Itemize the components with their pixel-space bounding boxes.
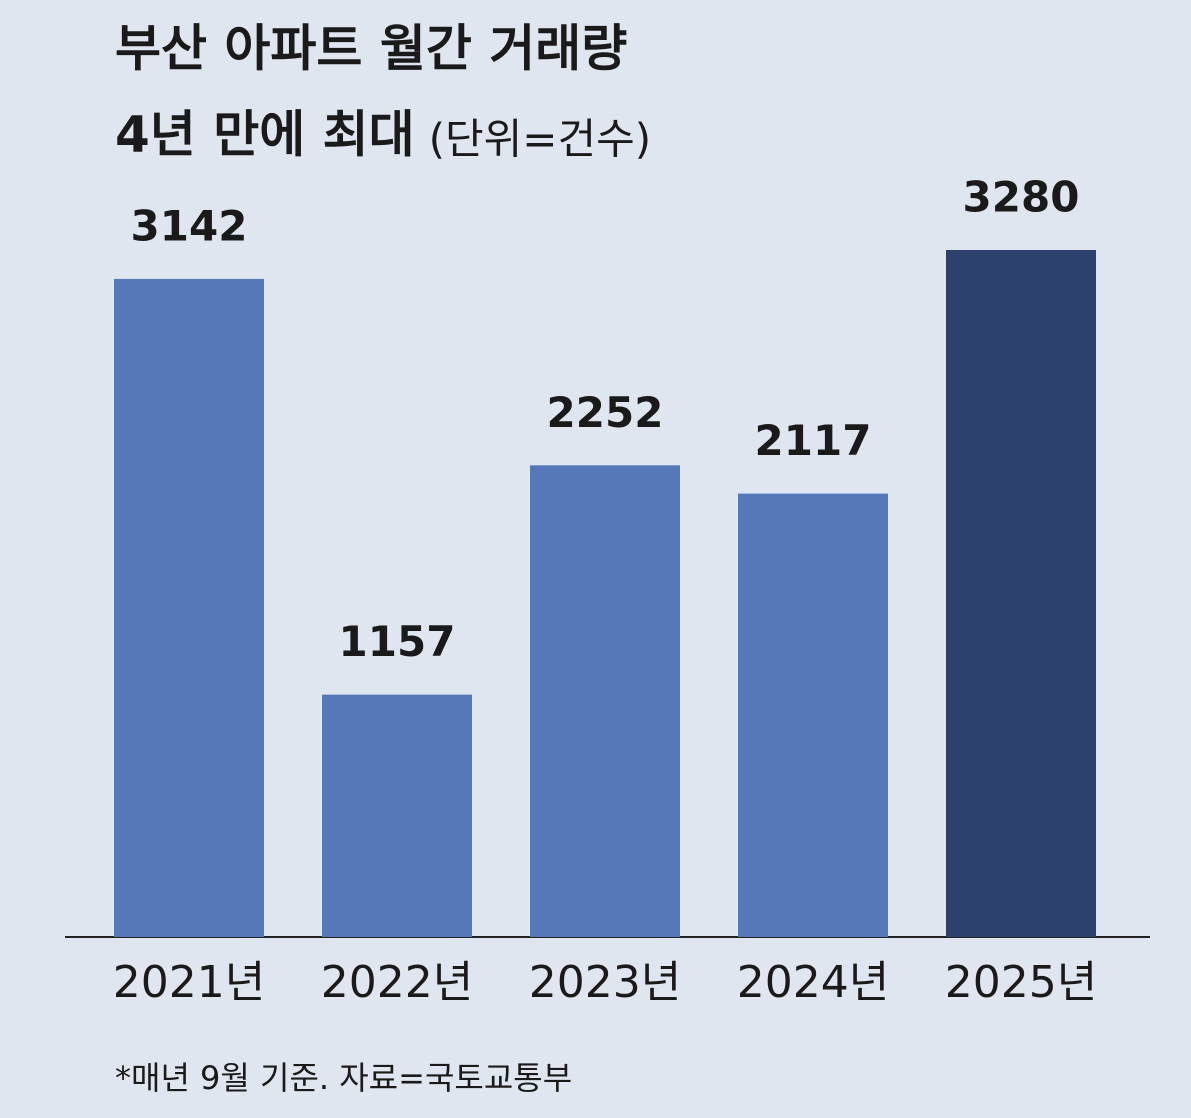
chart-title: 부산 아파트 월간 거래량 — [115, 20, 627, 78]
value-label: 2252 — [547, 388, 664, 437]
bar — [114, 278, 264, 937]
x-tick-label: 2023년 — [529, 957, 681, 1008]
bar — [322, 694, 472, 937]
footnote: *매년 9월 기준. 자료=국토교통부 — [115, 1059, 572, 1097]
x-tick-label: 2021년 — [113, 957, 265, 1008]
bar — [946, 250, 1096, 937]
chart-title-line-2: 4년 만에 최대 — [115, 106, 415, 164]
x-tick-label: 2025년 — [945, 957, 1097, 1008]
x-tick-label: 2022년 — [321, 957, 473, 1008]
bar — [738, 493, 888, 937]
x-tick-label: 2024년 — [737, 957, 889, 1008]
value-label: 3142 — [131, 201, 248, 250]
value-label: 3280 — [963, 173, 1080, 222]
value-label: 1157 — [339, 617, 456, 666]
bar — [530, 465, 680, 937]
chart-subtitle: (단위=건수) — [429, 115, 652, 164]
value-label: 2117 — [755, 416, 872, 465]
